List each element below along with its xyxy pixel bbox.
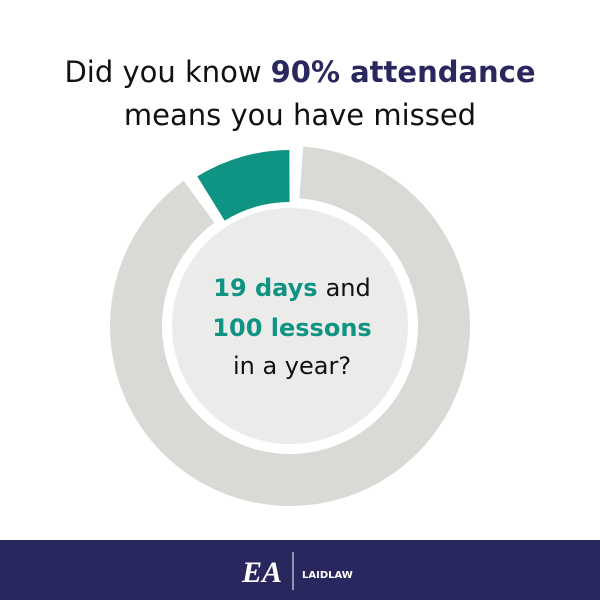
center-disc xyxy=(172,208,408,444)
footer-logo: EA xyxy=(241,556,282,589)
donut-segment xyxy=(197,150,290,221)
center-line-3: in a year? xyxy=(233,352,351,380)
footer-partner: LAIDLAW xyxy=(302,570,353,581)
title-line-1: Did you know 90% attendance xyxy=(64,55,535,89)
title-highlight: 90% attendance xyxy=(271,55,536,89)
title-text: Did you know xyxy=(64,55,261,89)
title-line-2: means you have missed xyxy=(124,98,476,132)
center-text: and xyxy=(326,274,371,302)
center-line-2: 100 lessons xyxy=(212,314,371,342)
center-line-1: 19 days and xyxy=(213,274,370,302)
footer-band xyxy=(0,540,600,600)
donut xyxy=(110,146,470,507)
center-highlight: 19 days xyxy=(213,274,317,302)
